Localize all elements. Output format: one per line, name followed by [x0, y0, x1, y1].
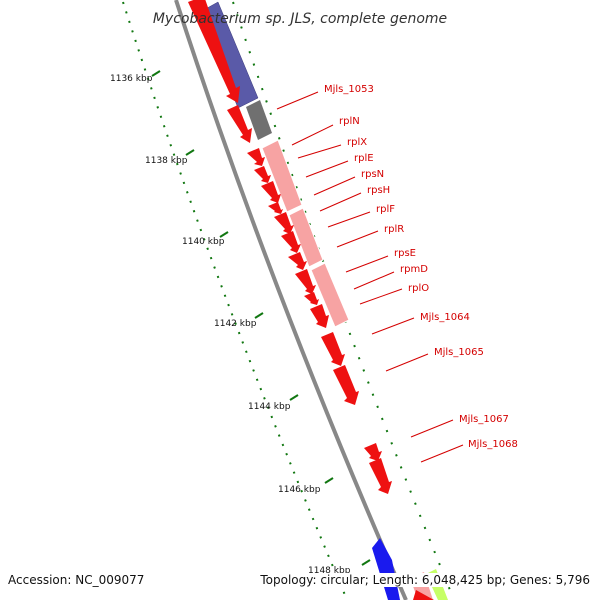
- gene-arrow[interactable]: [295, 269, 316, 294]
- gene-arrow[interactable]: [310, 304, 329, 328]
- scale-tick-label: 1144 kbp: [248, 402, 291, 412]
- gene-label[interactable]: rplN: [339, 116, 360, 127]
- gene-labels: Mjls_1053 rplN rplX rplE rpsN rpsH rplF …: [276, 84, 518, 463]
- scale-tick: 1146 kbp: [278, 477, 334, 495]
- gene-arrow[interactable]: [261, 181, 281, 203]
- gene-label[interactable]: rpmD: [400, 264, 428, 275]
- gene-arrow[interactable]: [369, 458, 392, 494]
- scale-tick-label: 1140 kbp: [182, 237, 225, 247]
- scale-tick: 1138 kbp: [145, 149, 195, 166]
- ribosomal-highlight-1[interactable]: [261, 139, 303, 213]
- gene-rpln-outer[interactable]: [246, 100, 272, 140]
- gene-arrow[interactable]: [188, 0, 240, 103]
- scale-tick-label: 1138 kbp: [145, 156, 188, 166]
- gene-label[interactable]: Mjls_1065: [434, 347, 484, 358]
- gene-label[interactable]: Mjls_1068: [468, 439, 518, 450]
- ribosomal-highlight-3[interactable]: [310, 262, 350, 328]
- gene-arrow[interactable]: [413, 590, 434, 600]
- gene-arrow-blue[interactable]: [372, 538, 400, 600]
- gene-label[interactable]: rplR: [384, 224, 404, 235]
- gene-label[interactable]: rpsN: [361, 169, 384, 180]
- gene-track: [188, 0, 434, 600]
- gene-arrow[interactable]: [333, 365, 359, 405]
- map-title: Mycobacterium sp. JLS, complete genome: [153, 11, 447, 27]
- gene-label[interactable]: rplX: [347, 137, 367, 148]
- gene-label[interactable]: rplF: [376, 204, 395, 215]
- gene-label[interactable]: Mjls_1064: [420, 312, 470, 323]
- gene-label[interactable]: rpsH: [367, 185, 390, 196]
- ribosomal-highlight-2[interactable]: [288, 207, 324, 268]
- gene-arrow[interactable]: [281, 231, 301, 253]
- gene-label[interactable]: Mjls_1067: [459, 414, 509, 425]
- scale-tick: 1136 kbp: [110, 70, 161, 84]
- gene-label[interactable]: rplO: [408, 283, 429, 294]
- gene-arrow[interactable]: [321, 332, 345, 366]
- scale-tick: 1148 kbp: [308, 559, 371, 576]
- gene-arrow[interactable]: [304, 292, 319, 305]
- gene-label[interactable]: rplE: [354, 153, 374, 164]
- gene-arrow[interactable]: [268, 202, 283, 214]
- gene-arrow[interactable]: [247, 148, 265, 166]
- scale-tick-label: 1142 kbp: [214, 319, 257, 329]
- gene-arrow[interactable]: [364, 443, 382, 461]
- gene-arrow[interactable]: [254, 166, 271, 183]
- accession-text: Accession: NC_009077: [8, 573, 145, 587]
- genome-backbone: [174, 0, 408, 600]
- gene-label[interactable]: Mjls_1053: [324, 84, 374, 95]
- scale-tick-label: 1148 kbp: [308, 566, 351, 576]
- gene-label[interactable]: rpsE: [394, 248, 416, 259]
- gene-arrow[interactable]: [288, 252, 307, 270]
- scale-tick: 1140 kbp: [182, 231, 229, 247]
- scale-ticks: 1136 kbp 1138 kbp 1140 kbp 1142 kbp 1144…: [110, 70, 371, 576]
- scale-tick: 1142 kbp: [214, 312, 264, 329]
- gene-arrow[interactable]: [274, 212, 294, 234]
- topology-text: Topology: circular; Length: 6,048,425 bp…: [260, 573, 590, 587]
- gene-arrow[interactable]: [227, 105, 252, 143]
- scale-tick-label: 1136 kbp: [110, 74, 153, 84]
- scale-tick: 1144 kbp: [248, 394, 299, 412]
- inner-scale-line: [122, 1, 346, 596]
- scale-tick-label: 1146 kbp: [278, 485, 321, 495]
